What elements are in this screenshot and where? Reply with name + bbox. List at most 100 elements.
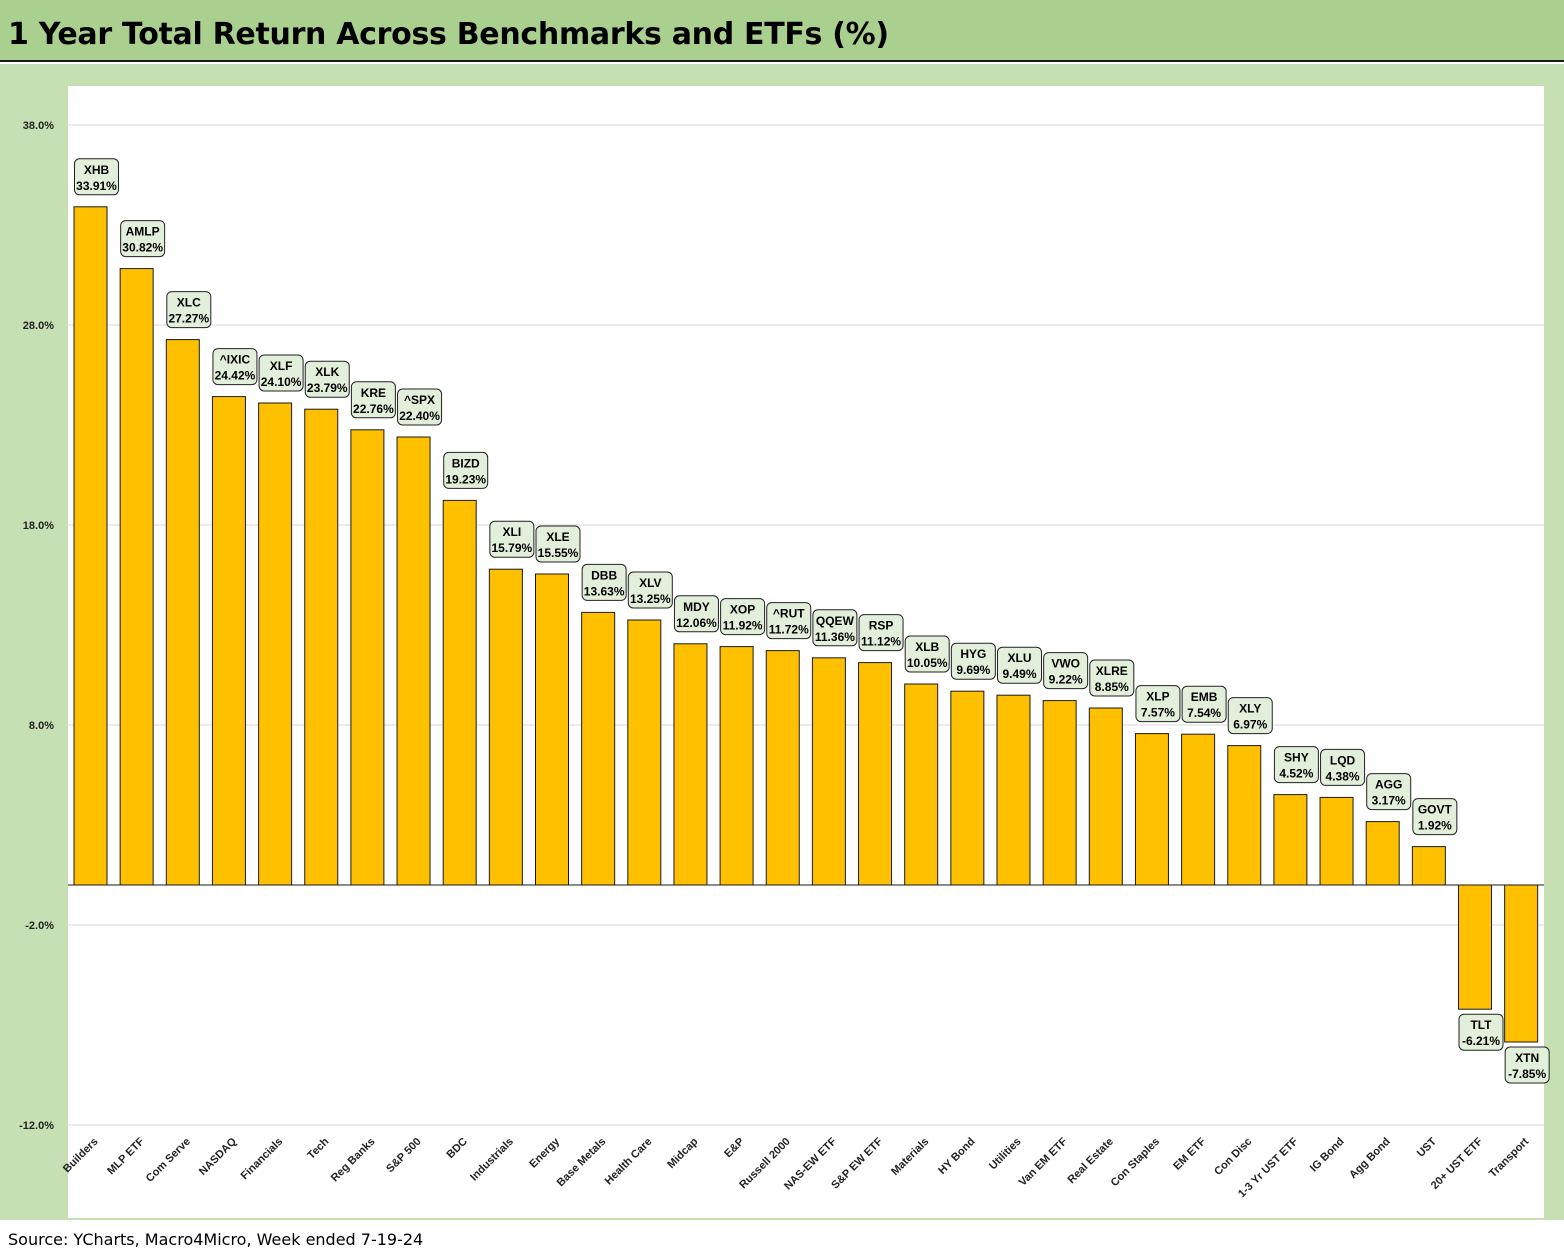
bar bbox=[350, 429, 385, 886]
data-label-value: 11.12% bbox=[861, 635, 901, 649]
data-label-box bbox=[1320, 748, 1366, 786]
data-label: LQD 4.38% bbox=[1320, 748, 1366, 786]
data-label-ticker: XLY bbox=[1239, 702, 1261, 716]
data-label-box bbox=[489, 520, 535, 558]
data-label-box bbox=[166, 291, 212, 329]
bar bbox=[1042, 700, 1077, 886]
data-label-value: 7.57% bbox=[1141, 706, 1175, 720]
data-label-value: 27.27% bbox=[168, 312, 209, 326]
x-tick-label: Utilities bbox=[987, 1136, 1024, 1173]
data-label-box bbox=[304, 360, 350, 398]
bar bbox=[211, 396, 246, 886]
data-label: XLC 27.27% bbox=[166, 291, 212, 329]
data-label-value: 9.49% bbox=[1002, 667, 1036, 681]
data-label-ticker: XLF bbox=[270, 359, 293, 373]
data-label: EMB 7.54% bbox=[1181, 685, 1227, 723]
data-label-value: -7.85% bbox=[1508, 1067, 1546, 1081]
chart-title: 1 Year Total Return Across Benchmarks an… bbox=[8, 17, 889, 52]
data-label: XLRE 8.85% bbox=[1089, 659, 1135, 697]
bar bbox=[904, 683, 939, 886]
data-label-value: 33.91% bbox=[76, 179, 117, 193]
data-label-box bbox=[443, 451, 489, 489]
data-label-ticker: MDY bbox=[683, 600, 710, 614]
data-label-box bbox=[258, 354, 304, 392]
data-label-value: 24.10% bbox=[261, 375, 302, 389]
data-label: XLU 9.49% bbox=[997, 646, 1042, 684]
bar bbox=[1365, 821, 1400, 886]
data-label-ticker: ^RUT bbox=[773, 607, 805, 621]
x-tick-label: Base Metals bbox=[555, 1136, 608, 1189]
data-label: XLV 13.25% bbox=[627, 571, 673, 609]
data-label-box bbox=[673, 595, 719, 633]
data-label: XLY 6.97% bbox=[1227, 697, 1273, 735]
x-tick-label: S&P 500 bbox=[384, 1136, 423, 1175]
bar bbox=[304, 408, 339, 886]
bar bbox=[1088, 707, 1123, 886]
data-label: XLP 7.57% bbox=[1135, 685, 1181, 723]
y-tick-label: 18.0% bbox=[23, 520, 54, 532]
data-label-ticker: XTN bbox=[1515, 1051, 1539, 1065]
y-tick-label: 38.0% bbox=[23, 120, 54, 132]
chart-header: 1 Year Total Return Across Benchmarks an… bbox=[0, 0, 1564, 62]
bar bbox=[396, 436, 431, 886]
data-label-value: 22.40% bbox=[399, 409, 440, 423]
x-tick-label: E&P bbox=[722, 1136, 746, 1160]
data-label-box bbox=[1043, 652, 1089, 690]
data-label: TLT -6.21% bbox=[1458, 1013, 1504, 1051]
data-label-ticker: SHY bbox=[1284, 751, 1309, 765]
x-tick-label: Financials bbox=[239, 1136, 286, 1183]
x-tick-label: Energy bbox=[527, 1135, 562, 1170]
data-label-box bbox=[1089, 659, 1135, 697]
data-label-ticker: XLP bbox=[1146, 690, 1169, 704]
bar bbox=[1319, 796, 1354, 886]
data-label: VWO 9.22% bbox=[1043, 652, 1089, 690]
data-label: ^IXIC 24.42% bbox=[212, 348, 258, 386]
data-label-ticker: XLK bbox=[315, 365, 339, 379]
bar bbox=[627, 619, 662, 886]
bar bbox=[488, 568, 523, 886]
bar bbox=[535, 573, 569, 886]
bar bbox=[811, 657, 846, 886]
source-note: Source: YCharts, Macro4Micro, Week ended… bbox=[8, 1230, 424, 1249]
bar bbox=[442, 499, 477, 886]
y-tick-label: -2.0% bbox=[25, 920, 54, 932]
x-tick-label: Tech bbox=[305, 1135, 331, 1161]
data-label-ticker: XLB bbox=[915, 640, 939, 654]
data-label: XTN -7.85% bbox=[1504, 1046, 1550, 1084]
data-label-box bbox=[1504, 1046, 1550, 1084]
data-label-value: 11.92% bbox=[723, 619, 763, 633]
y-tick-label: -12.0% bbox=[19, 1120, 54, 1132]
data-label-value: 15.79% bbox=[491, 541, 532, 555]
data-label-ticker: XHB bbox=[84, 163, 110, 177]
bar bbox=[1227, 745, 1262, 886]
data-label-box bbox=[1366, 773, 1412, 811]
data-label-value: 15.55% bbox=[538, 546, 579, 560]
y-tick-label: 8.0% bbox=[29, 720, 54, 732]
data-label-value: 1.92% bbox=[1418, 819, 1452, 833]
data-label-value: 9.22% bbox=[1049, 673, 1083, 687]
data-label-ticker: BIZD bbox=[452, 456, 480, 470]
data-label: XLE 15.55% bbox=[535, 525, 581, 563]
data-label: SHY 4.52% bbox=[1273, 746, 1319, 784]
data-label-value: 22.76% bbox=[353, 402, 394, 416]
data-label-box bbox=[1227, 697, 1273, 735]
data-label: XLB 10.05% bbox=[904, 635, 950, 673]
data-label: RSP 11.12% bbox=[858, 614, 904, 652]
data-label-value: 10.05% bbox=[907, 656, 948, 670]
data-label-ticker: AMLP bbox=[126, 225, 160, 239]
data-label-ticker: HYG bbox=[960, 647, 986, 661]
data-label-ticker: GOVT bbox=[1418, 803, 1453, 817]
bar bbox=[258, 402, 293, 886]
data-label-value: 30.82% bbox=[122, 241, 163, 255]
data-label-value: 3.17% bbox=[1372, 794, 1406, 808]
data-label: XLK 23.79% bbox=[304, 360, 350, 398]
data-label-ticker: QQEW bbox=[816, 614, 855, 628]
bar bbox=[1181, 733, 1216, 886]
x-tick-label: IG Bond bbox=[1308, 1136, 1347, 1175]
data-label-value: 4.38% bbox=[1326, 769, 1360, 783]
data-label-value: 23.79% bbox=[307, 381, 348, 395]
data-label-box bbox=[535, 525, 581, 563]
bar bbox=[165, 339, 200, 886]
